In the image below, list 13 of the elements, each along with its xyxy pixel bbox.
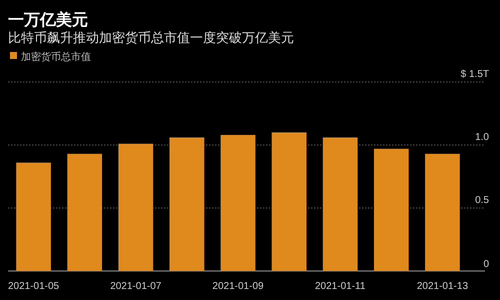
- y-tick-label: 1.0: [475, 132, 490, 143]
- y-tick-label: $ 1.5T: [460, 69, 489, 80]
- y-tick-label: 0.5: [475, 195, 490, 206]
- legend-label: 加密货币总市值: [21, 51, 91, 63]
- x-tick-label: 2021-01-07: [110, 281, 162, 292]
- legend: 加密货币总市值: [10, 52, 91, 63]
- x-tick-label: 2021-01-11: [315, 281, 366, 292]
- x-tick-label: 2021-01-05: [8, 281, 60, 292]
- chart-subtitle: 比特币飙升推动加密货币总市值一度突破万亿美元: [8, 30, 294, 45]
- chart-title: 一万亿美元: [8, 10, 88, 29]
- x-tick-label: 2021-01-13: [416, 281, 468, 292]
- x-tick-label: 2021-01-09: [212, 281, 264, 292]
- y-tick-label: 0: [483, 259, 490, 270]
